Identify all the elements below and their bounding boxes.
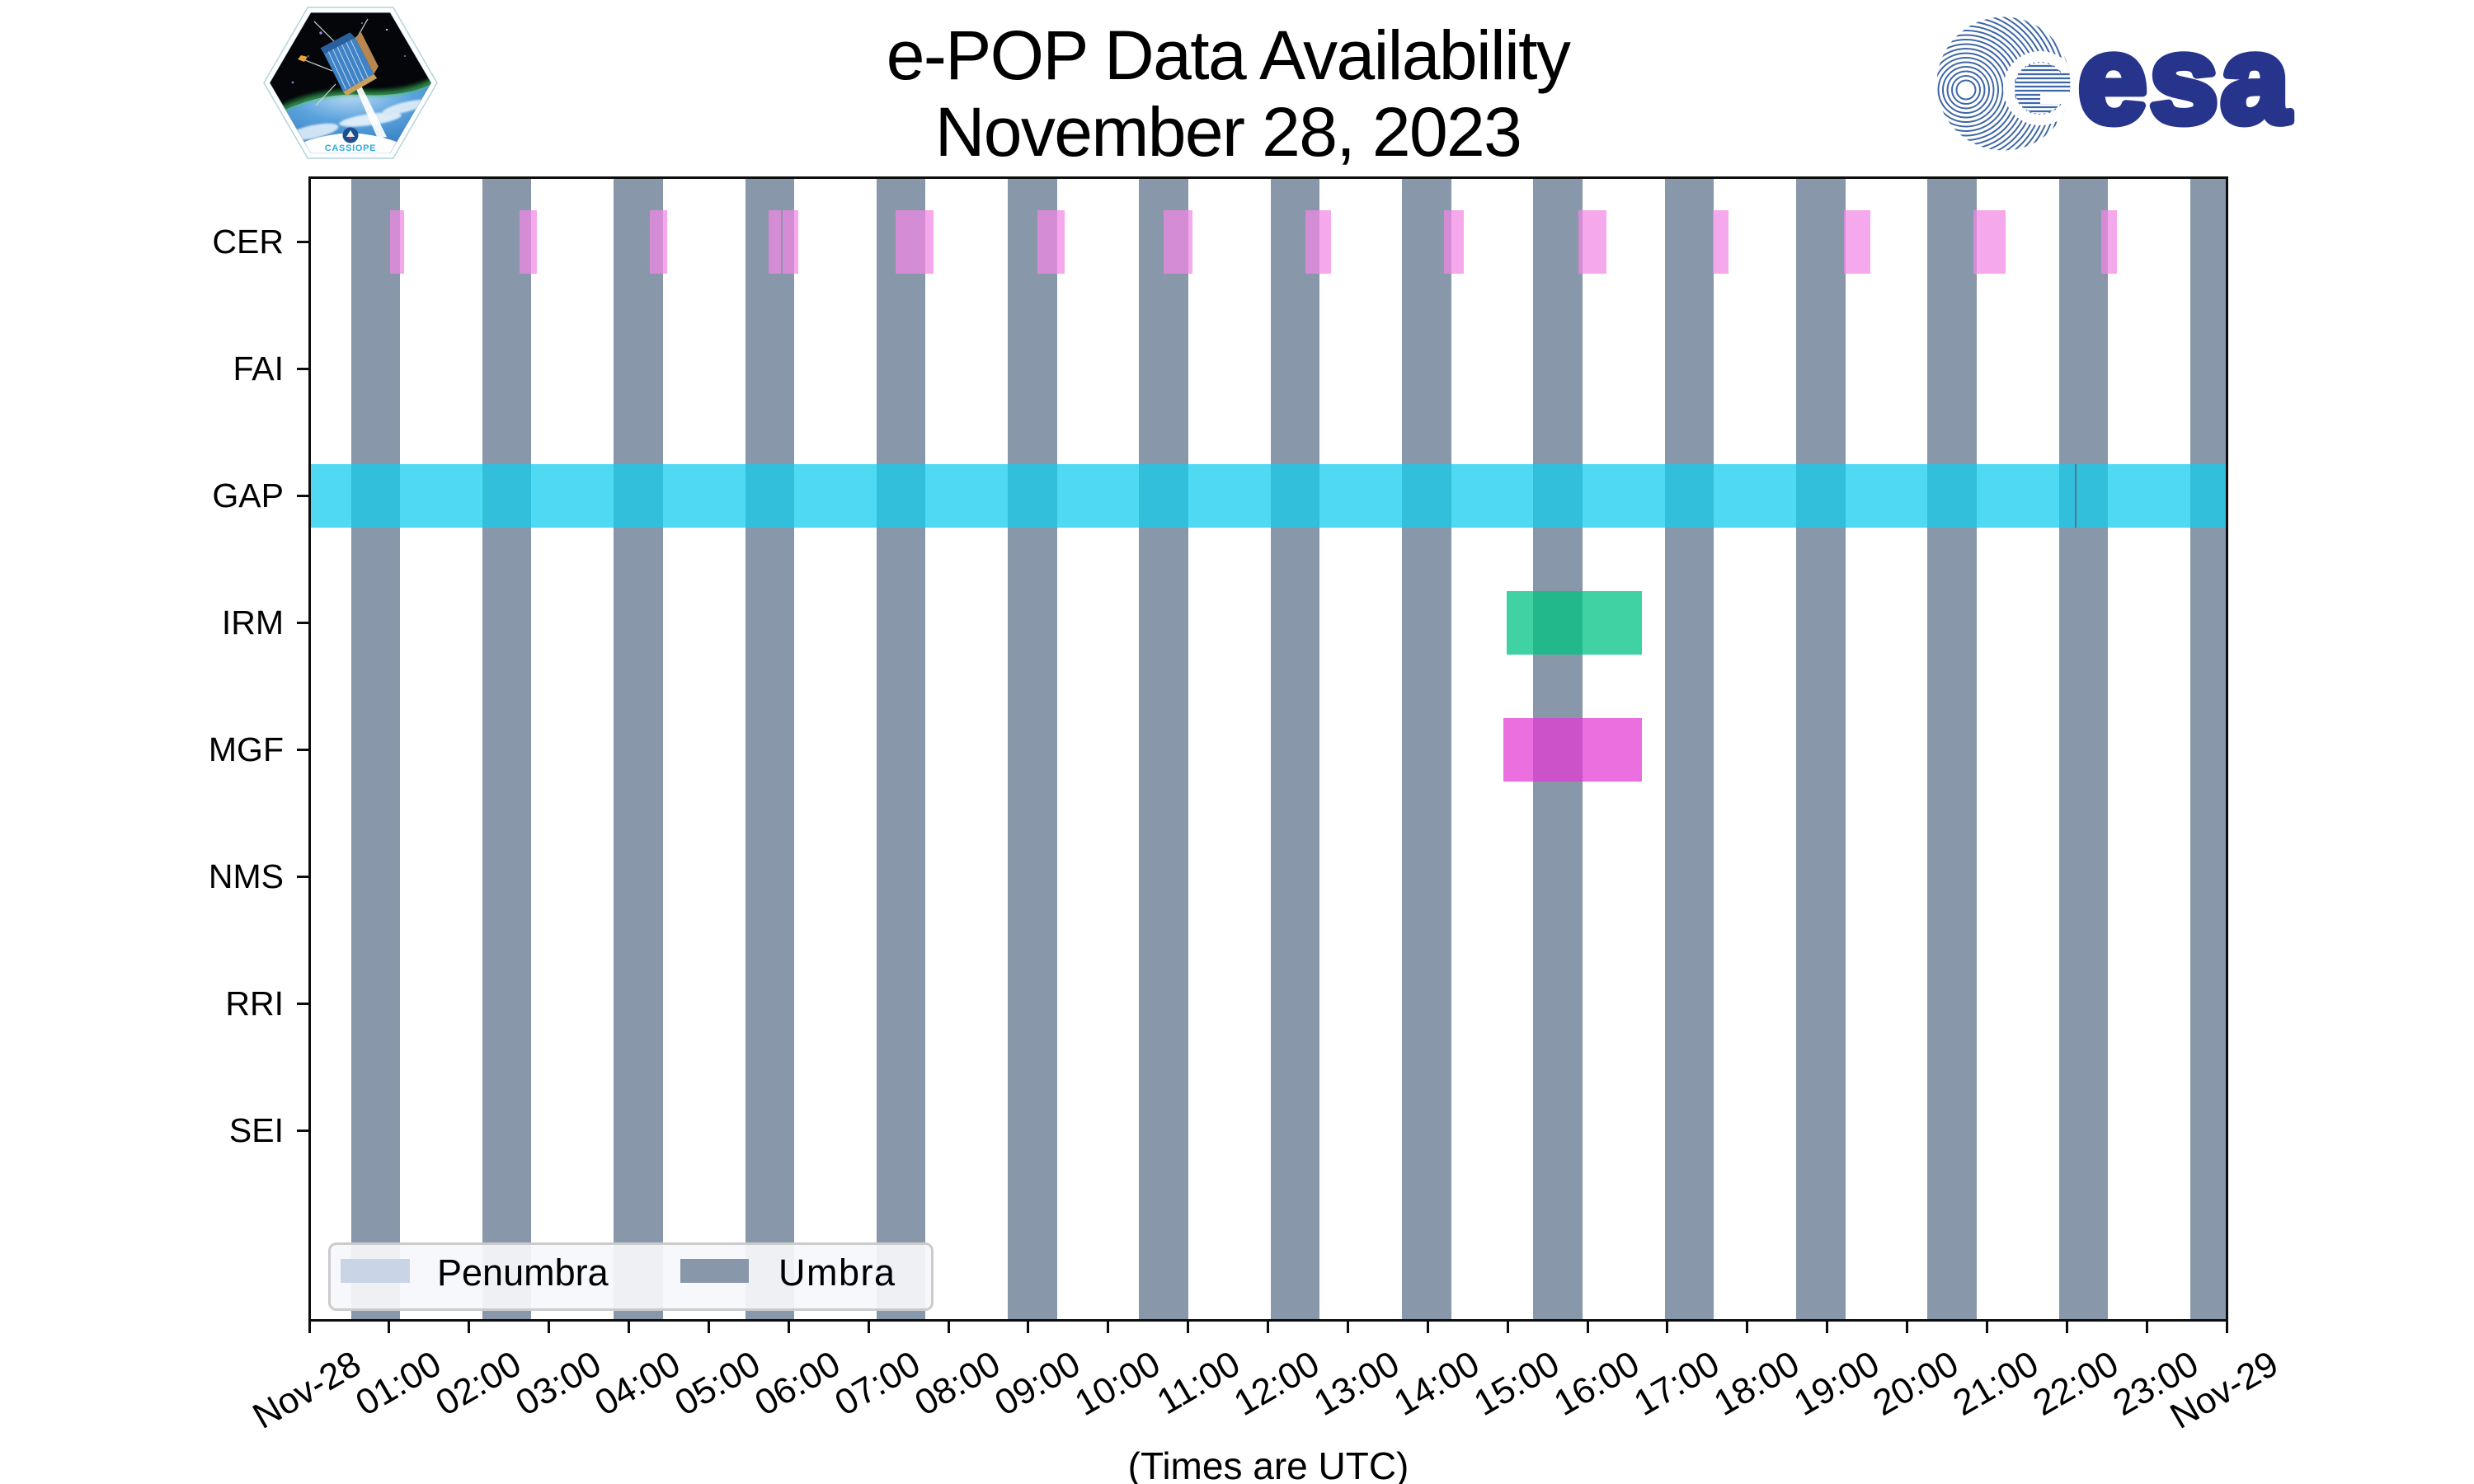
svg-text:CASSIOPE: CASSIOPE	[325, 143, 376, 153]
svg-text:esa: esa	[2078, 10, 2292, 148]
